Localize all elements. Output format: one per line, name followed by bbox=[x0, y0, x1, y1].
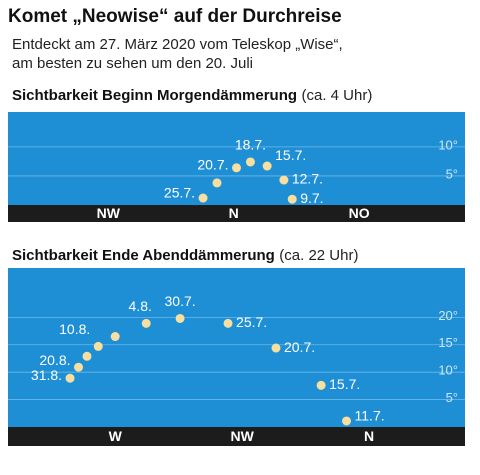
date-label: 9.7. bbox=[300, 190, 323, 206]
chart-title: Sichtbarkeit Beginn Morgendämmerung (ca.… bbox=[12, 87, 372, 104]
comet-position bbox=[175, 313, 185, 323]
comet-position bbox=[82, 351, 92, 361]
date-label: 20.8. bbox=[39, 352, 70, 368]
date-label: 30.7. bbox=[165, 293, 196, 309]
plot-background bbox=[8, 112, 465, 205]
comet-position bbox=[245, 157, 255, 167]
date-label: 18.7. bbox=[235, 137, 266, 153]
comet-position bbox=[262, 161, 272, 171]
y-tick-label: 5° bbox=[446, 166, 458, 181]
comet-position bbox=[198, 193, 208, 203]
comet-position bbox=[141, 318, 151, 328]
comet-position bbox=[65, 373, 75, 383]
chart-title-note: (ca. 4 Uhr) bbox=[302, 87, 373, 104]
date-label: 11.7. bbox=[355, 408, 385, 424]
comet-position bbox=[342, 416, 352, 426]
comet-position bbox=[287, 194, 297, 204]
title: Komet „Neowise“ auf der Durchreise bbox=[8, 6, 342, 27]
subtitle: Entdeckt am 27. März 2020 vom Teleskop „… bbox=[12, 36, 343, 53]
comet-position bbox=[279, 175, 289, 185]
comet-position bbox=[212, 178, 222, 188]
comet-position bbox=[316, 380, 326, 390]
x-tick-label: W bbox=[109, 428, 123, 444]
comet-position bbox=[110, 332, 120, 342]
chart-title-main: Sichtbarkeit Beginn Morgendämmerung bbox=[12, 87, 297, 104]
horizon-bar bbox=[8, 205, 465, 222]
comet-position bbox=[232, 163, 241, 173]
comet-position bbox=[74, 362, 84, 372]
y-tick-label: 10° bbox=[438, 363, 458, 378]
plot-background bbox=[8, 268, 465, 427]
date-label: 25.7. bbox=[164, 185, 195, 201]
chart-title-main: Sichtbarkeit Ende Abenddämmerung bbox=[12, 247, 275, 264]
date-label: 20.7. bbox=[284, 339, 315, 355]
comet-position bbox=[223, 318, 233, 328]
date-label: 31.8. bbox=[31, 367, 62, 383]
comet-position bbox=[271, 343, 281, 353]
x-tick-label: NO bbox=[349, 205, 370, 221]
chart-title-note: (ca. 22 Uhr) bbox=[279, 247, 358, 264]
date-label: 12.7. bbox=[292, 171, 323, 187]
x-tick-label: N bbox=[229, 205, 239, 221]
y-tick-label: 15° bbox=[438, 335, 458, 350]
date-label: 10.8. bbox=[59, 321, 90, 337]
date-label: 15.7. bbox=[329, 376, 360, 392]
subtitle: am besten zu sehen um den 20. Juli bbox=[12, 55, 253, 72]
horizon-bar bbox=[8, 427, 465, 446]
date-label: 25.7. bbox=[236, 314, 267, 330]
comet-position bbox=[93, 341, 103, 351]
date-label: 15.7. bbox=[275, 147, 306, 163]
y-tick-label: 20° bbox=[438, 308, 458, 323]
x-tick-label: N bbox=[364, 428, 374, 444]
x-tick-label: NW bbox=[97, 205, 121, 221]
y-tick-label: 10° bbox=[438, 137, 458, 152]
date-label: 4.8. bbox=[129, 298, 152, 314]
chart-title: Sichtbarkeit Ende Abenddämmerung (ca. 22… bbox=[12, 247, 358, 264]
x-tick-label: NW bbox=[230, 428, 254, 444]
y-tick-label: 5° bbox=[446, 390, 458, 405]
date-label: 20.7. bbox=[197, 157, 228, 173]
